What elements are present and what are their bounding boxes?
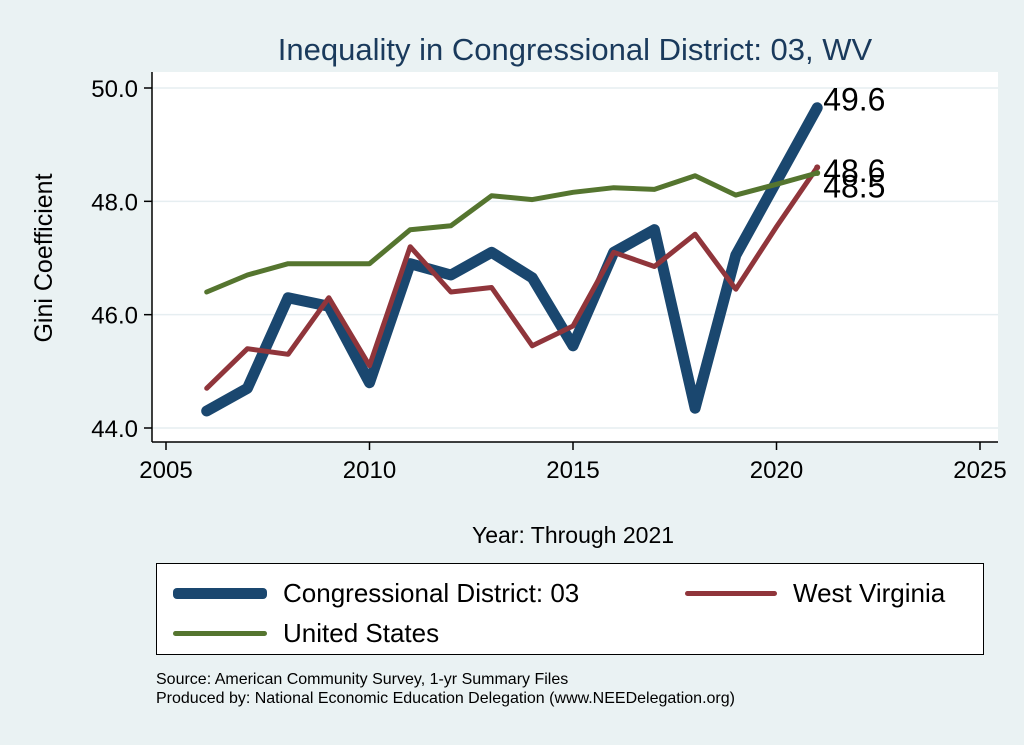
legend-label-district: Congressional District: 03 <box>283 578 580 608</box>
x-tick-label-0: 2005 <box>139 457 192 484</box>
series-end-point-1 <box>814 164 821 171</box>
end-label-1: 48.6 <box>823 153 885 189</box>
y-tick-label-2: 48.0 <box>91 189 138 216</box>
x-tick-label-3: 2020 <box>750 457 803 484</box>
series-end-point-2 <box>814 170 821 176</box>
y-tick-label-0: 44.0 <box>91 416 138 443</box>
x-tick-label-2: 2015 <box>546 457 599 484</box>
gini-line-chart: Inequality in Congressional District: 03… <box>30 32 1007 548</box>
end-label-2: 48.5 <box>823 168 885 204</box>
end-label-0: 49.6 <box>823 81 885 117</box>
end-labels: 49.6 48.648.5 <box>823 81 885 204</box>
series-line-0 <box>201 102 823 417</box>
source-line-1: Source: American Community Survey, 1-yr … <box>156 671 569 688</box>
y-axis-label: Gini Coefficient <box>30 173 58 342</box>
series-line-1 <box>204 164 820 391</box>
legend-swatch-district <box>173 588 267 599</box>
legend-item-united-states: United States <box>173 618 439 649</box>
series-lines <box>201 102 823 417</box>
y-tick-label-3: 50.0 <box>91 76 138 103</box>
legend-label-west-virginia: West Virginia <box>793 578 946 608</box>
x-axis-label: Year: Through 2021 <box>472 522 674 548</box>
source-note: Source: American Community Survey, 1-yr … <box>156 670 735 708</box>
legend-item-district: Congressional District: 03 <box>173 578 579 609</box>
legend-label-united-states: United States <box>283 618 440 648</box>
x-tick-label-1: 2010 <box>343 457 396 484</box>
plot-area <box>152 72 998 442</box>
series-end-point-0 <box>814 104 821 111</box>
chart-title: Inequality in Congressional District: 03… <box>278 32 873 67</box>
x-axis-ticks: 2005 2010 2015 2020 2025 <box>139 442 1007 484</box>
legend-item-west-virginia: West Virginia <box>685 578 945 609</box>
legend-swatch-west-virginia <box>685 591 777 596</box>
y-axis-ticks: 44.0 46.0 48.0 50.0 <box>91 76 152 443</box>
y-tick-label-1: 46.0 <box>91 303 138 330</box>
grid-lines <box>152 87 998 429</box>
series-line-2 <box>204 170 820 295</box>
x-tick-label-4: 2025 <box>953 457 1006 484</box>
legend: Congressional District: 03 West Virginia… <box>156 563 984 655</box>
legend-swatch-united-states <box>173 631 267 636</box>
source-line-2: Produced by: National Economic Education… <box>156 690 735 707</box>
